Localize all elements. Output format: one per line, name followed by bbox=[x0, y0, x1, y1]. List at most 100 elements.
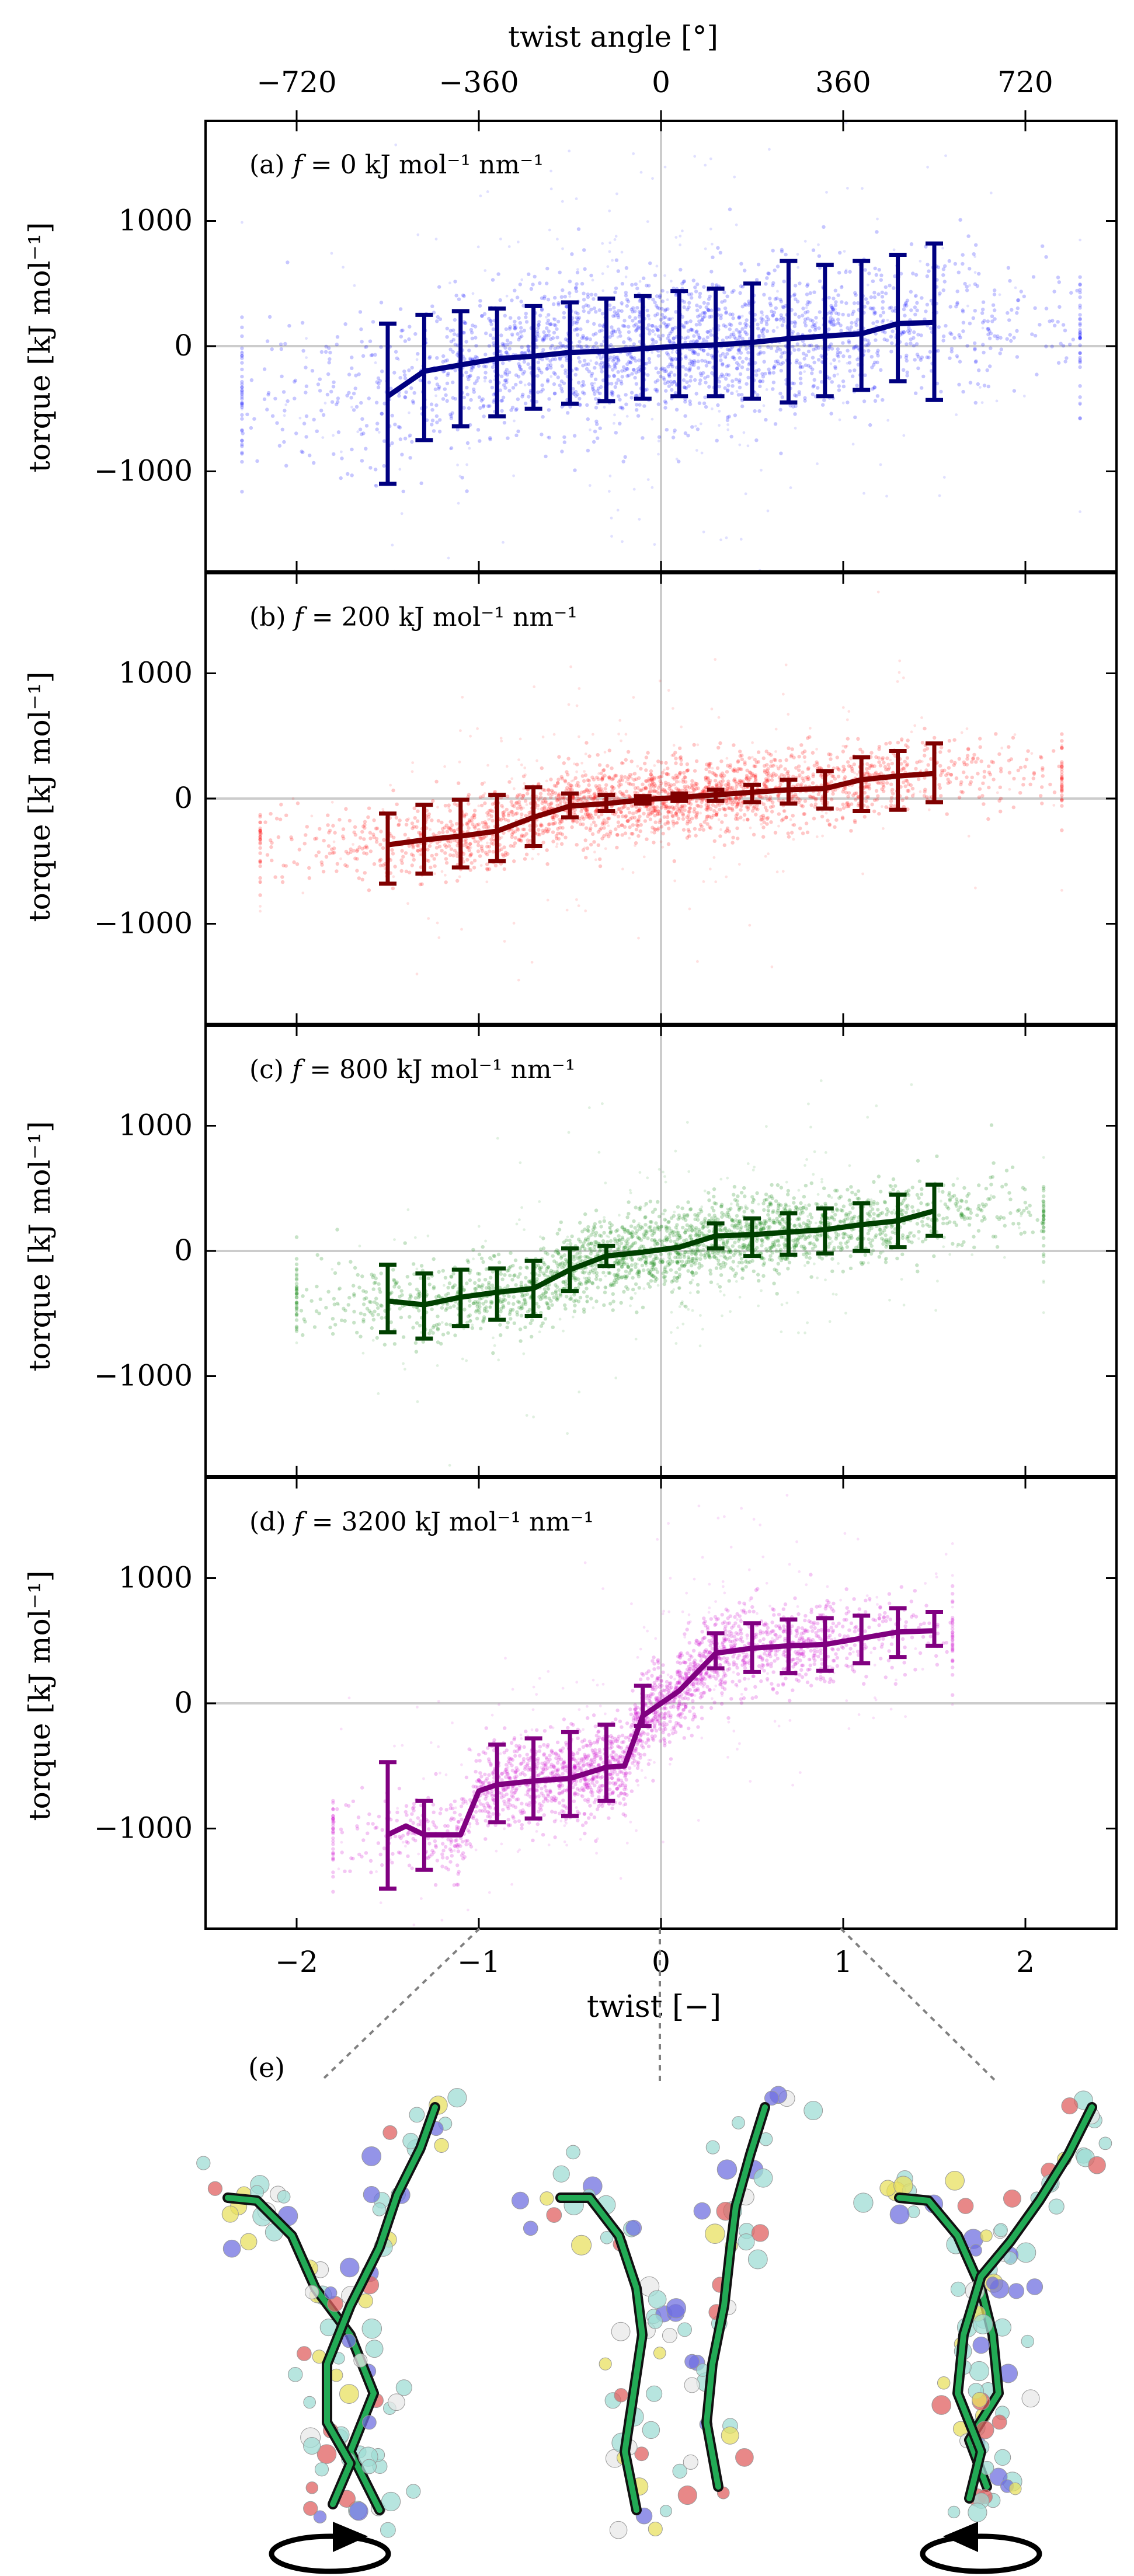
scatter-point bbox=[961, 262, 965, 266]
scatter-point bbox=[610, 778, 614, 782]
scatter-point bbox=[805, 777, 810, 782]
scatter-point bbox=[593, 823, 598, 828]
scatter-point bbox=[313, 836, 317, 841]
scatter-point bbox=[761, 313, 764, 316]
scatter-point bbox=[512, 474, 515, 477]
scatter-point bbox=[628, 817, 632, 821]
scatter-point bbox=[365, 846, 369, 850]
scatter-point bbox=[1078, 336, 1082, 340]
scatter-point bbox=[265, 853, 270, 857]
scatter-point bbox=[443, 387, 447, 391]
scatter-point bbox=[947, 749, 951, 753]
scatter-point bbox=[269, 811, 273, 816]
scatter-point bbox=[1052, 749, 1056, 753]
scatter-point bbox=[240, 346, 244, 350]
scatter-point bbox=[697, 336, 701, 340]
scatter-point bbox=[793, 312, 798, 316]
scatter-point bbox=[434, 376, 439, 381]
scatter-point bbox=[920, 760, 924, 763]
scatter-point bbox=[865, 805, 869, 810]
scatter-point bbox=[541, 828, 545, 833]
scatter-point bbox=[586, 812, 590, 816]
scatter-point bbox=[738, 335, 742, 340]
scatter-point bbox=[836, 321, 840, 325]
scatter-point bbox=[831, 792, 835, 796]
scatter-point bbox=[803, 323, 808, 327]
scatter-point bbox=[293, 396, 297, 400]
scatter-point bbox=[283, 414, 286, 417]
scatter-point bbox=[711, 813, 716, 818]
scatter-point bbox=[879, 273, 883, 277]
scatter-point bbox=[905, 756, 910, 760]
scatter-point bbox=[698, 371, 703, 375]
scatter-point bbox=[555, 797, 559, 802]
scatter-point bbox=[308, 454, 312, 458]
scatter-point bbox=[240, 389, 244, 393]
scatter-point bbox=[240, 444, 244, 448]
scatter-point bbox=[707, 825, 712, 829]
scatter-point bbox=[731, 355, 735, 360]
scatter-point bbox=[793, 412, 797, 416]
scatter-point bbox=[738, 316, 742, 320]
scatter-point bbox=[718, 834, 722, 838]
scatter-point bbox=[638, 814, 642, 818]
scatter-point bbox=[830, 797, 834, 801]
scatter-point bbox=[541, 841, 545, 845]
scatter-point bbox=[876, 756, 881, 760]
scatter-point bbox=[763, 806, 768, 810]
scatter-point bbox=[630, 776, 634, 780]
scatter-point bbox=[701, 348, 706, 353]
y-axis-label-a: torque [kJ mol⁻¹] bbox=[23, 222, 57, 473]
scatter-point bbox=[611, 391, 615, 395]
scatter-point bbox=[502, 854, 506, 858]
scatter-point bbox=[408, 456, 412, 460]
scatter-point bbox=[434, 238, 438, 240]
scatter-point bbox=[621, 323, 625, 328]
scatter-point bbox=[549, 802, 553, 806]
scatter-point bbox=[500, 374, 504, 378]
scatter-point bbox=[690, 359, 694, 364]
scatter-point bbox=[736, 348, 740, 352]
scatter-point bbox=[811, 795, 815, 800]
scatter-point bbox=[304, 384, 309, 388]
scatter-point bbox=[561, 795, 565, 800]
scatter-point bbox=[858, 747, 862, 752]
scatter-point bbox=[1052, 790, 1057, 794]
scatter-point bbox=[912, 792, 916, 796]
scatter-point bbox=[575, 321, 579, 325]
scatter-point bbox=[646, 478, 650, 481]
scatter-point bbox=[259, 835, 262, 838]
scatter-point bbox=[987, 336, 992, 340]
scatter-point bbox=[514, 408, 518, 412]
scatter-point bbox=[403, 395, 407, 399]
scatter-point bbox=[545, 367, 549, 371]
scatter-point bbox=[674, 761, 678, 765]
scatter-point bbox=[770, 309, 774, 313]
scatter-point bbox=[520, 395, 524, 399]
scatter-point bbox=[258, 831, 262, 835]
scatter-point bbox=[548, 363, 553, 367]
scatter-point bbox=[398, 376, 402, 380]
scatter-point bbox=[743, 302, 747, 306]
scatter-point bbox=[511, 386, 516, 390]
scatter-point bbox=[739, 795, 743, 799]
scatter-point bbox=[610, 535, 613, 538]
scatter-point bbox=[765, 315, 769, 319]
scatter-point bbox=[525, 792, 530, 796]
scatter-point bbox=[641, 782, 645, 786]
scatter-point bbox=[1078, 336, 1082, 340]
scatter-point bbox=[653, 380, 658, 384]
scatter-point bbox=[686, 335, 690, 339]
scatter-point bbox=[818, 266, 822, 270]
scatter-point bbox=[468, 447, 471, 450]
scatter-point bbox=[611, 358, 615, 363]
scatter-point bbox=[395, 802, 399, 807]
scatter-point bbox=[441, 830, 445, 835]
scatter-point bbox=[764, 777, 768, 781]
scatter-point bbox=[764, 750, 768, 754]
scatter-point bbox=[240, 451, 244, 455]
scatter-point bbox=[998, 351, 1002, 355]
error-bar-a-12 bbox=[816, 263, 834, 399]
scatter-point bbox=[538, 792, 543, 796]
scatter-point bbox=[794, 794, 798, 799]
